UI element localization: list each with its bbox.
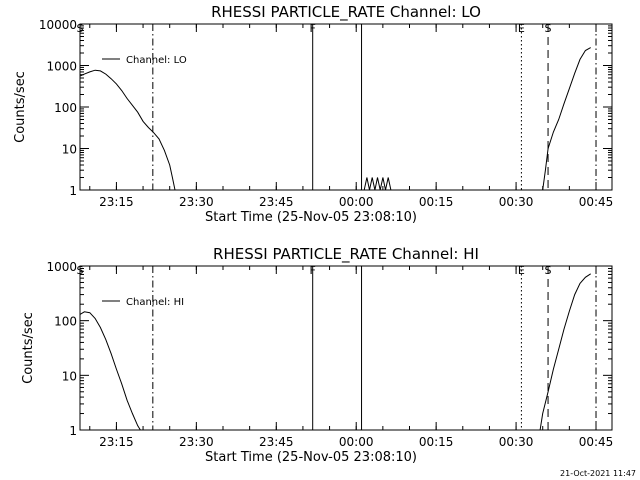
series-line xyxy=(80,69,176,190)
x-axis-label: Start Time (25-Nov-05 23:08:10) xyxy=(205,210,417,225)
series-line xyxy=(363,177,392,190)
event-marker-label: S xyxy=(77,22,84,35)
x-tick-label: 23:30 xyxy=(179,435,214,449)
x-tick-label: 00:30 xyxy=(499,195,534,209)
event-marker-label: F xyxy=(310,264,316,277)
event-marker-label: S xyxy=(545,22,552,35)
plot-frame xyxy=(79,23,613,191)
x-tick-label: 00:00 xyxy=(339,435,374,449)
y-tick-label: 10000 xyxy=(39,18,77,32)
event-marker-label: E xyxy=(518,22,525,35)
y-tick-label: 10 xyxy=(62,369,77,383)
y-tick-label: 100 xyxy=(54,101,77,115)
legend-label: Channel: HI xyxy=(126,297,184,308)
x-tick-label: 23:15 xyxy=(99,195,134,209)
event-marker-label: S xyxy=(545,264,552,277)
x-tick-label: 23:15 xyxy=(99,435,134,449)
x-tick-label: 00:30 xyxy=(499,435,534,449)
y-tick-label: 100 xyxy=(54,315,77,329)
legend-label: Channel: LO xyxy=(126,55,187,66)
x-tick-label: 00:00 xyxy=(339,195,374,209)
y-tick-label: 1000 xyxy=(46,60,77,74)
footer-timestamp: 21-Oct-2021 11:47 xyxy=(560,469,636,478)
panel-lo: RHESSI PARTICLE_RATE Channel: LO 23:15 23:… xyxy=(13,3,613,225)
y-tick-label: 1000 xyxy=(46,260,77,274)
x-tick-label: 23:45 xyxy=(259,195,294,209)
chart-title: RHESSI PARTICLE_RATE Channel: HI xyxy=(213,245,479,264)
x-tick-label: 23:45 xyxy=(259,435,294,449)
x-tick-label: 00:15 xyxy=(419,435,454,449)
event-marker-label: S xyxy=(77,264,84,277)
x-tick-label: 23:30 xyxy=(179,195,214,209)
series-line xyxy=(542,47,591,190)
x-tick-label: 00:15 xyxy=(419,195,454,209)
event-marker-label: F xyxy=(310,22,316,35)
y-axis-label: Counts/sec xyxy=(13,71,28,143)
y-axis-label: Counts/sec xyxy=(21,312,36,384)
y-tick-label: 10 xyxy=(62,143,77,157)
chart-title: RHESSI PARTICLE_RATE Channel: LO xyxy=(211,3,481,22)
series-line xyxy=(539,273,591,430)
y-tick-label: 1 xyxy=(69,424,77,438)
y-tick-label: 1 xyxy=(69,184,77,198)
event-marker-label: E xyxy=(518,264,525,277)
plot-frame xyxy=(79,265,613,431)
x-tick-label: 00:45 xyxy=(579,435,614,449)
series-line xyxy=(80,311,141,430)
x-tick-label: 00:45 xyxy=(579,195,614,209)
x-axis-label: Start Time (25-Nov-05 23:08:10) xyxy=(205,450,417,465)
panel-hi: RHESSI PARTICLE_RATE Channel: HI 23:15 23:… xyxy=(21,245,613,465)
